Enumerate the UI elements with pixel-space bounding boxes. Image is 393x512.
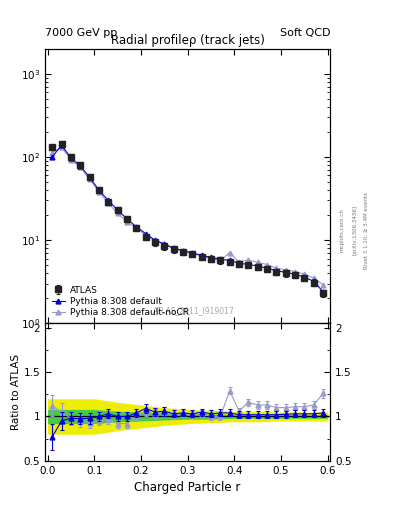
Pythia 8.308 default-noCR <box>134 225 139 231</box>
Y-axis label: Ratio to ATLAS: Ratio to ATLAS <box>11 354 21 430</box>
Pythia 8.308 default <box>199 252 204 258</box>
Pythia 8.308 default <box>106 198 110 204</box>
Pythia 8.308 default-noCR <box>162 241 167 247</box>
Pythia 8.308 default-noCR <box>190 250 195 257</box>
Pythia 8.308 default-noCR <box>227 249 232 255</box>
Pythia 8.308 default <box>125 216 129 222</box>
X-axis label: Charged Particle r: Charged Particle r <box>134 481 241 494</box>
Pythia 8.308 default <box>78 163 83 169</box>
Pythia 8.308 default-noCR <box>106 200 110 206</box>
Pythia 8.308 default-noCR <box>115 210 120 217</box>
Text: 7000 GeV pp: 7000 GeV pp <box>45 28 118 38</box>
Pythia 8.308 default <box>68 155 73 161</box>
Pythia 8.308 default <box>162 241 167 247</box>
Pythia 8.308 default-noCR <box>311 275 316 281</box>
Pythia 8.308 default <box>283 269 288 275</box>
Legend: ATLAS, Pythia 8.308 default, Pythia 8.308 default-noCR: ATLAS, Pythia 8.308 default, Pythia 8.30… <box>48 282 192 321</box>
Pythia 8.308 default-noCR <box>246 257 251 263</box>
Pythia 8.308 default <box>246 262 251 268</box>
Pythia 8.308 default <box>293 271 298 278</box>
Pythia 8.308 default <box>171 245 176 251</box>
Pythia 8.308 default <box>321 289 325 295</box>
Pythia 8.308 default <box>311 279 316 285</box>
Pythia 8.308 default-noCR <box>152 238 157 244</box>
Title: Radial profileρ (track jets): Radial profileρ (track jets) <box>111 34 264 48</box>
Pythia 8.308 default-noCR <box>237 259 241 265</box>
Text: mcplots.cern.ch: mcplots.cern.ch <box>340 208 345 252</box>
Pythia 8.308 default-noCR <box>321 282 325 288</box>
Pythia 8.308 default <box>237 260 241 266</box>
Line: Pythia 8.308 default: Pythia 8.308 default <box>50 143 325 294</box>
Pythia 8.308 default-noCR <box>181 248 185 254</box>
Pythia 8.308 default <box>152 237 157 243</box>
Pythia 8.308 default-noCR <box>143 232 148 238</box>
Pythia 8.308 default <box>274 268 279 274</box>
Pythia 8.308 default <box>255 263 260 269</box>
Pythia 8.308 default-noCR <box>209 255 213 262</box>
Pythia 8.308 default-noCR <box>59 144 64 151</box>
Pythia 8.308 default <box>265 265 270 271</box>
Pythia 8.308 default-noCR <box>293 268 298 274</box>
Pythia 8.308 default <box>59 142 64 148</box>
Pythia 8.308 default <box>97 187 101 193</box>
Pythia 8.308 default <box>181 247 185 253</box>
Pythia 8.308 default-noCR <box>265 262 270 268</box>
Pythia 8.308 default <box>227 258 232 264</box>
Text: Soft QCD: Soft QCD <box>280 28 330 38</box>
Pythia 8.308 default <box>209 254 213 261</box>
Pythia 8.308 default-noCR <box>50 150 55 156</box>
Pythia 8.308 default <box>87 174 92 180</box>
Text: ATLAS_2011_I919017: ATLAS_2011_I919017 <box>152 306 234 315</box>
Pythia 8.308 default <box>143 230 148 237</box>
Pythia 8.308 default <box>218 256 223 262</box>
Pythia 8.308 default-noCR <box>97 189 101 195</box>
Pythia 8.308 default-noCR <box>255 260 260 266</box>
Pythia 8.308 default-noCR <box>68 157 73 163</box>
Pythia 8.308 default-noCR <box>283 267 288 273</box>
Pythia 8.308 default-noCR <box>171 246 176 252</box>
Line: Pythia 8.308 default-noCR: Pythia 8.308 default-noCR <box>50 145 325 287</box>
Pythia 8.308 default-noCR <box>78 164 83 170</box>
Pythia 8.308 default-noCR <box>302 271 307 278</box>
Pythia 8.308 default-noCR <box>218 258 223 264</box>
Pythia 8.308 default-noCR <box>87 176 92 182</box>
Pythia 8.308 default <box>302 274 307 280</box>
Text: [arXiv:1306.3436]: [arXiv:1306.3436] <box>352 205 357 255</box>
Pythia 8.308 default <box>50 154 55 160</box>
Pythia 8.308 default-noCR <box>125 219 129 225</box>
Text: Rivet 3.1.10; ≥ 3.4M events: Rivet 3.1.10; ≥ 3.4M events <box>364 192 369 269</box>
Pythia 8.308 default <box>134 224 139 230</box>
Pythia 8.308 default <box>115 207 120 213</box>
Pythia 8.308 default <box>190 250 195 256</box>
Pythia 8.308 default-noCR <box>199 253 204 259</box>
Pythia 8.308 default-noCR <box>274 265 279 271</box>
